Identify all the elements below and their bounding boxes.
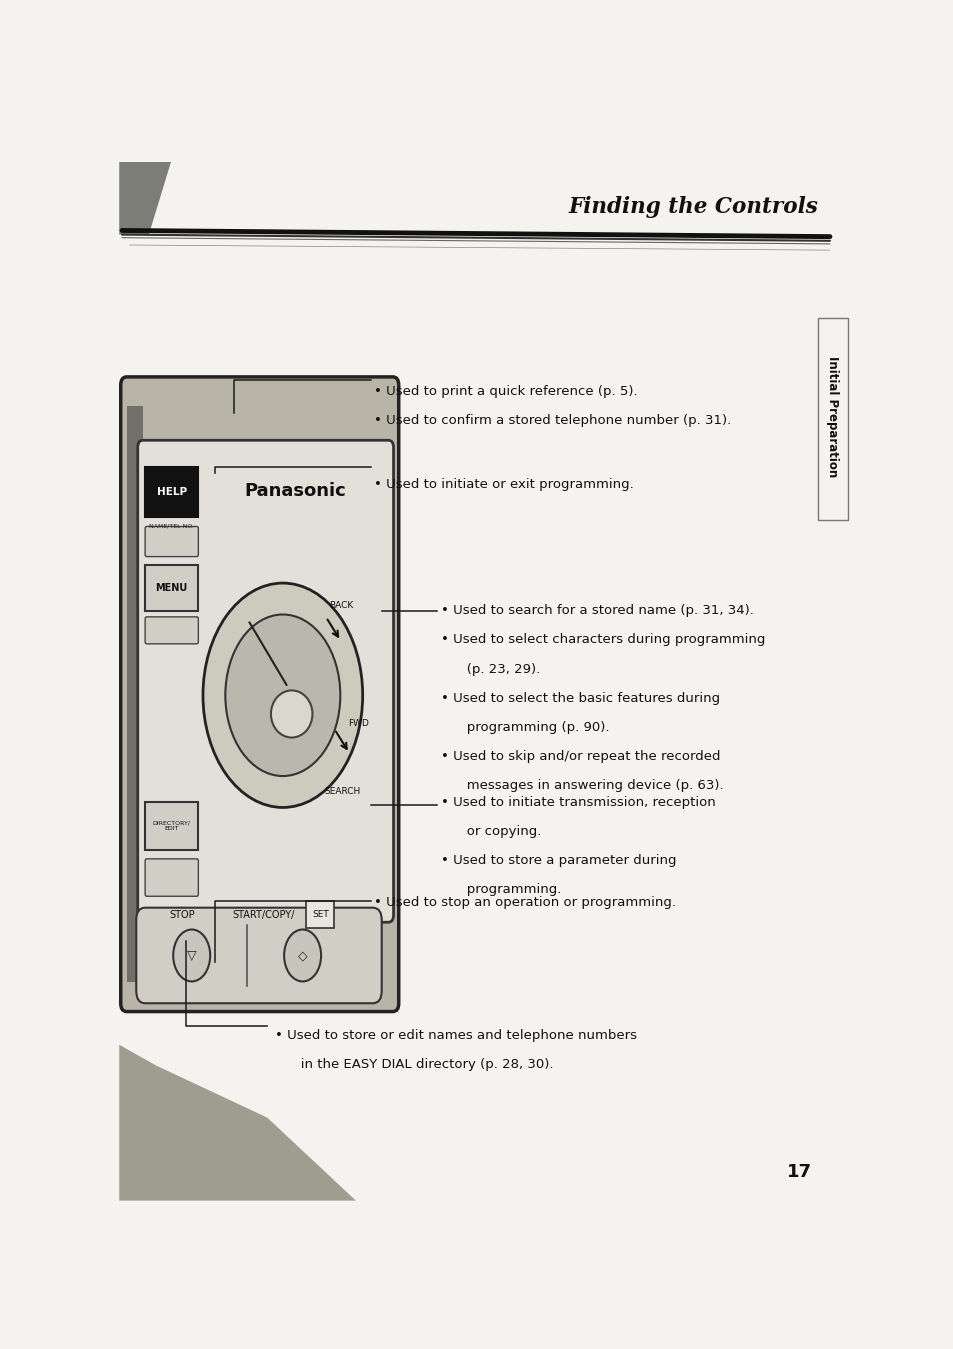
Text: SET: SET: [312, 911, 329, 920]
Text: FWD: FWD: [348, 719, 369, 728]
Text: • Used to store a parameter during: • Used to store a parameter during: [440, 854, 676, 866]
Text: Panasonic: Panasonic: [244, 482, 346, 500]
Text: Finding the Controls: Finding the Controls: [567, 196, 817, 217]
Text: in the EASY DIAL directory (p. 28, 30).: in the EASY DIAL directory (p. 28, 30).: [288, 1059, 553, 1071]
FancyBboxPatch shape: [817, 318, 846, 521]
Text: Initial Preparation: Initial Preparation: [825, 356, 839, 478]
FancyBboxPatch shape: [145, 859, 198, 896]
Text: • Used to initiate transmission, reception: • Used to initiate transmission, recepti…: [440, 796, 715, 808]
FancyBboxPatch shape: [145, 801, 198, 850]
Text: • Used to select characters during programming: • Used to select characters during progr…: [440, 634, 764, 646]
Text: messages in answering device (p. 63).: messages in answering device (p. 63).: [454, 778, 723, 792]
Text: programming (p. 90).: programming (p. 90).: [454, 720, 609, 734]
Circle shape: [203, 583, 362, 808]
Circle shape: [173, 929, 210, 982]
Text: • Used to confirm a stored telephone number (p. 31).: • Used to confirm a stored telephone num…: [374, 414, 731, 428]
Text: • Used to store or edit names and telephone numbers: • Used to store or edit names and teleph…: [274, 1029, 636, 1043]
Text: NAME/TEL NO.: NAME/TEL NO.: [149, 523, 194, 529]
Ellipse shape: [271, 691, 313, 738]
FancyBboxPatch shape: [136, 908, 381, 1004]
FancyBboxPatch shape: [137, 440, 394, 923]
Circle shape: [225, 615, 340, 776]
FancyBboxPatch shape: [306, 901, 334, 928]
Polygon shape: [119, 1045, 355, 1201]
Text: • Used to print a quick reference (p. 5).: • Used to print a quick reference (p. 5)…: [374, 386, 638, 398]
Text: HELP: HELP: [156, 487, 187, 498]
Text: STOP: STOP: [169, 911, 194, 920]
Text: 17: 17: [786, 1163, 811, 1180]
FancyBboxPatch shape: [145, 526, 198, 557]
Text: • Used to skip and/or repeat the recorded: • Used to skip and/or repeat the recorde…: [440, 750, 720, 762]
FancyBboxPatch shape: [145, 565, 198, 611]
Text: BACK: BACK: [329, 600, 353, 610]
FancyBboxPatch shape: [145, 467, 198, 517]
Bar: [127, 406, 143, 982]
Text: (p. 23, 29).: (p. 23, 29).: [454, 662, 539, 676]
Text: programming.: programming.: [454, 882, 561, 896]
Text: DIRECTORY/
EDIT: DIRECTORY/ EDIT: [152, 820, 191, 831]
Text: MENU: MENU: [155, 583, 188, 592]
Text: SEARCH: SEARCH: [324, 788, 360, 796]
Text: ▽: ▽: [187, 948, 196, 962]
Polygon shape: [119, 162, 171, 235]
Text: • Used to initiate or exit programming.: • Used to initiate or exit programming.: [374, 478, 634, 491]
FancyBboxPatch shape: [145, 616, 198, 643]
Text: • Used to stop an operation or programming.: • Used to stop an operation or programmi…: [374, 896, 676, 909]
Text: • Used to search for a stored name (p. 31, 34).: • Used to search for a stored name (p. 3…: [440, 604, 753, 618]
Text: START/COPY/: START/COPY/: [232, 911, 294, 920]
Text: • Used to select the basic features during: • Used to select the basic features duri…: [440, 692, 720, 704]
FancyBboxPatch shape: [121, 376, 398, 1012]
Circle shape: [284, 929, 321, 982]
Text: or copying.: or copying.: [454, 824, 541, 838]
Text: ◇: ◇: [297, 948, 307, 962]
